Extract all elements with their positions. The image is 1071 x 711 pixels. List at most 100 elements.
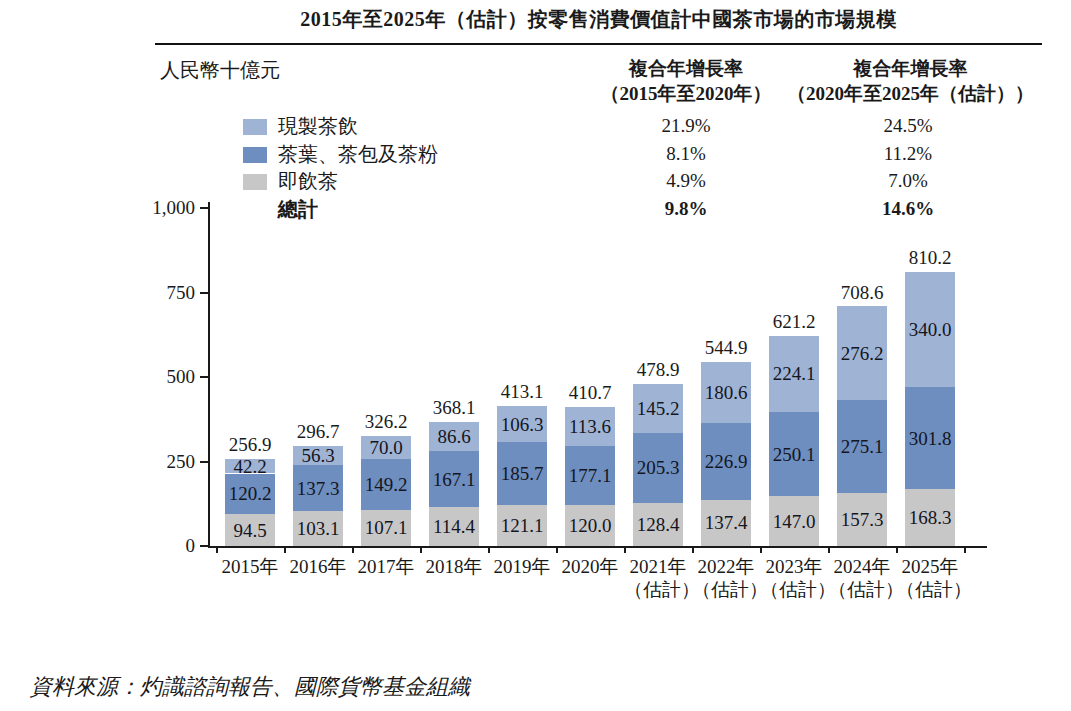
segment-value-label: 275.1 bbox=[837, 400, 887, 493]
total-value-label: 368.1 bbox=[420, 398, 488, 417]
chart-title: 2015年至2025年（估計）按零售消費價值計中國茶市場的市場規模 bbox=[155, 6, 1042, 33]
y-axis-tick-label: 750 bbox=[130, 283, 195, 303]
bar-segment: 56.3 bbox=[293, 446, 343, 465]
segment-value-label: 250.1 bbox=[769, 412, 819, 497]
bar-segment: 120.0 bbox=[565, 505, 615, 546]
x-axis-tick bbox=[692, 548, 694, 553]
x-axis-line bbox=[208, 546, 987, 548]
x-axis-year: 2019年 bbox=[488, 555, 556, 578]
segment-value-label: 113.6 bbox=[565, 407, 615, 445]
bar-segment: 167.1 bbox=[429, 451, 479, 508]
total-value-label: 810.2 bbox=[896, 248, 964, 267]
segment-value-label: 120.0 bbox=[565, 505, 615, 546]
segment-value-label: 276.2 bbox=[837, 306, 887, 399]
x-axis-year: 2020年 bbox=[556, 555, 624, 578]
plot-area: 94.5120.242.2256.92015年103.1137.356.3296… bbox=[210, 208, 965, 546]
bar-segment: 113.6 bbox=[565, 407, 615, 445]
total-value-label: 326.2 bbox=[352, 412, 420, 431]
segment-value-label: 149.2 bbox=[361, 459, 411, 509]
x-axis-tick bbox=[760, 548, 762, 553]
segment-value-label: 185.7 bbox=[497, 442, 547, 505]
bar-segment: 137.3 bbox=[293, 465, 343, 511]
cagr-value-rtd-2020-2025: 7.0% bbox=[768, 170, 1048, 192]
segment-value-label: 120.2 bbox=[225, 474, 275, 515]
bar-segment: 94.5 bbox=[225, 514, 275, 546]
segment-value-label: 147.0 bbox=[769, 496, 819, 546]
segment-value-label: 168.3 bbox=[905, 489, 955, 546]
bar-segment: 121.1 bbox=[497, 505, 547, 546]
bar-segment: 340.0 bbox=[905, 272, 955, 387]
bar-segment: 145.2 bbox=[633, 384, 683, 433]
legend-label: 即飲茶 bbox=[278, 168, 338, 195]
bar-segment: 157.3 bbox=[837, 493, 887, 546]
x-axis-estimate-tag: （估計） bbox=[760, 578, 828, 601]
x-axis-category-label: 2023年（估計） bbox=[760, 555, 828, 601]
cagr-column-header-2020-2025: 複合年增長率 （2020年至2025年（估計）） bbox=[763, 56, 1058, 106]
x-axis-year: 2015年 bbox=[216, 555, 284, 578]
bar-segment: 107.1 bbox=[361, 510, 411, 546]
segment-value-label: 167.1 bbox=[429, 451, 479, 508]
x-axis-category-label: 2019年 bbox=[488, 555, 556, 578]
x-axis-estimate-tag: （估計） bbox=[624, 578, 692, 601]
x-axis-tick bbox=[284, 548, 286, 553]
total-value-label: 544.9 bbox=[692, 338, 760, 357]
x-axis-tick bbox=[828, 548, 830, 553]
x-axis-year: 2023年 bbox=[760, 555, 828, 578]
x-axis-estimate-tag: （估計） bbox=[896, 578, 964, 601]
total-value-label: 256.9 bbox=[216, 435, 284, 454]
legend-row-ready-to-drink-tea: 即飲茶 bbox=[243, 168, 338, 195]
cagr-header-line2: （2020年至2025年（估計）） bbox=[763, 81, 1058, 106]
segment-value-label: 107.1 bbox=[361, 510, 411, 546]
segment-value-label: 128.4 bbox=[633, 503, 683, 546]
segment-value-label: 137.4 bbox=[701, 500, 751, 546]
bar-segment: 137.4 bbox=[701, 500, 751, 546]
segment-value-label: 340.0 bbox=[905, 272, 955, 387]
bar-segment: 86.6 bbox=[429, 422, 479, 451]
segment-value-label: 121.1 bbox=[497, 505, 547, 546]
segment-value-label: 224.1 bbox=[769, 336, 819, 412]
y-axis-tick-label: 500 bbox=[130, 367, 195, 387]
x-axis-tick bbox=[624, 548, 626, 553]
x-axis-category-label: 2021年（估計） bbox=[624, 555, 692, 601]
x-axis-tick bbox=[352, 548, 354, 553]
x-axis-year: 2021年 bbox=[624, 555, 692, 578]
y-axis-tick bbox=[200, 376, 208, 378]
segment-value-label: 177.1 bbox=[565, 446, 615, 506]
x-axis-year: 2018年 bbox=[420, 555, 488, 578]
x-axis-year: 2017年 bbox=[352, 555, 420, 578]
x-axis-category-label: 2025年（估計） bbox=[896, 555, 964, 601]
bar-segment: 128.4 bbox=[633, 503, 683, 546]
segment-value-label: 226.9 bbox=[701, 423, 751, 500]
bar-segment: 185.7 bbox=[497, 442, 547, 505]
bar-segment: 147.0 bbox=[769, 496, 819, 546]
x-axis-tick bbox=[488, 548, 490, 553]
segment-value-label: 137.3 bbox=[293, 465, 343, 511]
legend-label: 現製茶飲 bbox=[278, 113, 358, 140]
bar-segment: 106.3 bbox=[497, 406, 547, 442]
segment-value-label: 301.8 bbox=[905, 387, 955, 489]
x-axis-category-label: 2017年 bbox=[352, 555, 420, 578]
y-axis-tick bbox=[200, 292, 208, 294]
segment-value-label: 86.6 bbox=[429, 422, 479, 451]
bar-segment: 224.1 bbox=[769, 336, 819, 412]
bar-segment: 168.3 bbox=[905, 489, 955, 546]
x-axis-category-label: 2024年（估計） bbox=[828, 555, 896, 601]
bar-segment: 70.0 bbox=[361, 436, 411, 460]
x-axis-tick bbox=[896, 548, 898, 553]
y-axis-tick-label: 0 bbox=[130, 536, 195, 556]
segment-value-label: 70.0 bbox=[361, 436, 411, 460]
total-value-label: 478.9 bbox=[624, 360, 692, 379]
x-axis-tick bbox=[420, 548, 422, 553]
segment-value-label: 56.3 bbox=[293, 446, 343, 465]
bar-segment: 120.2 bbox=[225, 474, 275, 515]
segment-value-label: 114.4 bbox=[429, 507, 479, 546]
x-axis-category-label: 2016年 bbox=[284, 555, 352, 578]
total-value-label: 410.7 bbox=[556, 383, 624, 402]
bar-segment: 301.8 bbox=[905, 387, 955, 489]
bar-segment: 114.4 bbox=[429, 507, 479, 546]
x-axis-category-label: 2022年（估計） bbox=[692, 555, 760, 601]
title-divider bbox=[155, 43, 1042, 45]
legend-swatch-light-blue bbox=[243, 119, 267, 135]
segment-value-label: 180.6 bbox=[701, 362, 751, 423]
bar-segment: 276.2 bbox=[837, 306, 887, 399]
